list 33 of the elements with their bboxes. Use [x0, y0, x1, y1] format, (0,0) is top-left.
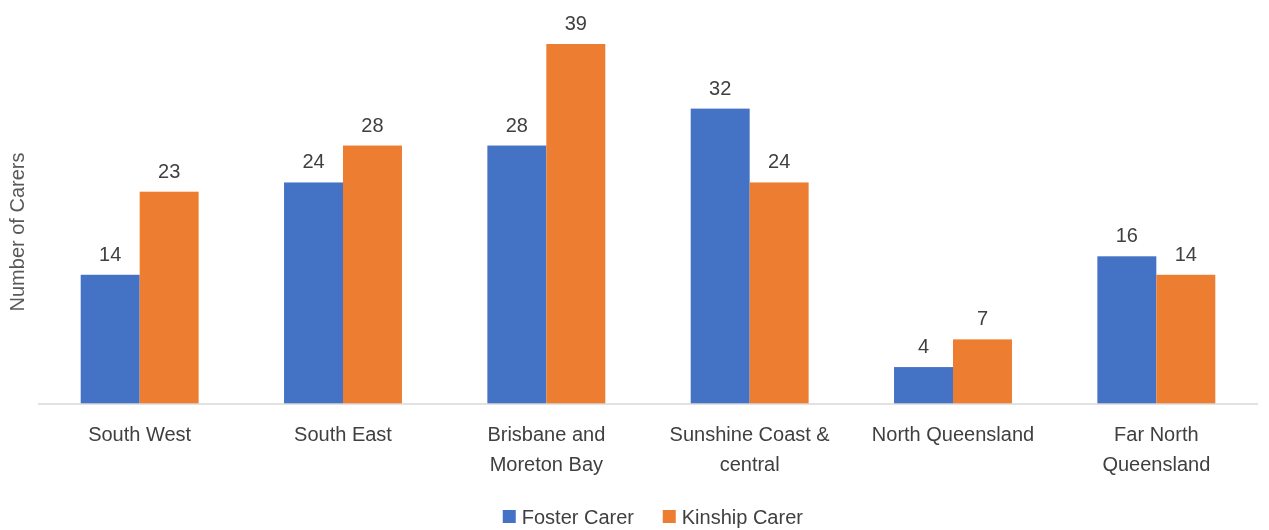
bar: [1097, 256, 1157, 404]
data-label: 7: [976, 307, 989, 330]
bar: [894, 367, 953, 404]
data-label: 4: [917, 335, 930, 358]
x-tick-label: Sunshine Coast & central: [669, 423, 831, 475]
x-tick-label: South East: [294, 423, 393, 445]
y-axis-title: Number of Carers: [6, 152, 28, 312]
bar: [139, 191, 199, 404]
data-label: 23: [158, 159, 181, 182]
data-label: 14: [1174, 242, 1197, 265]
bar: [80, 274, 140, 404]
bar: [953, 339, 1012, 404]
data-label: 24: [302, 150, 325, 173]
x-tick-label: Brisbane and Moreton Bay: [487, 423, 606, 475]
bar: [690, 108, 750, 404]
data-label: 16: [1115, 224, 1138, 247]
x-tick-label: North Queensland: [871, 423, 1035, 445]
bar: [749, 182, 809, 404]
bar: [487, 145, 547, 404]
bar: [284, 182, 343, 404]
bar: [1156, 274, 1216, 404]
data-label: 32: [709, 76, 732, 99]
x-tick-label: South West: [88, 423, 192, 445]
bar: [343, 145, 402, 404]
legend-label: Kinship Carer: [681, 506, 804, 528]
data-label: 39: [564, 12, 587, 34]
legend-label: Foster Carer: [521, 506, 635, 528]
x-tick-label: Far North Queensland: [1102, 423, 1211, 475]
data-label: 24: [768, 150, 791, 173]
data-label: 28: [361, 113, 384, 136]
data-label: 14: [99, 242, 122, 265]
bar: [546, 44, 606, 404]
data-label: 28: [505, 113, 528, 136]
